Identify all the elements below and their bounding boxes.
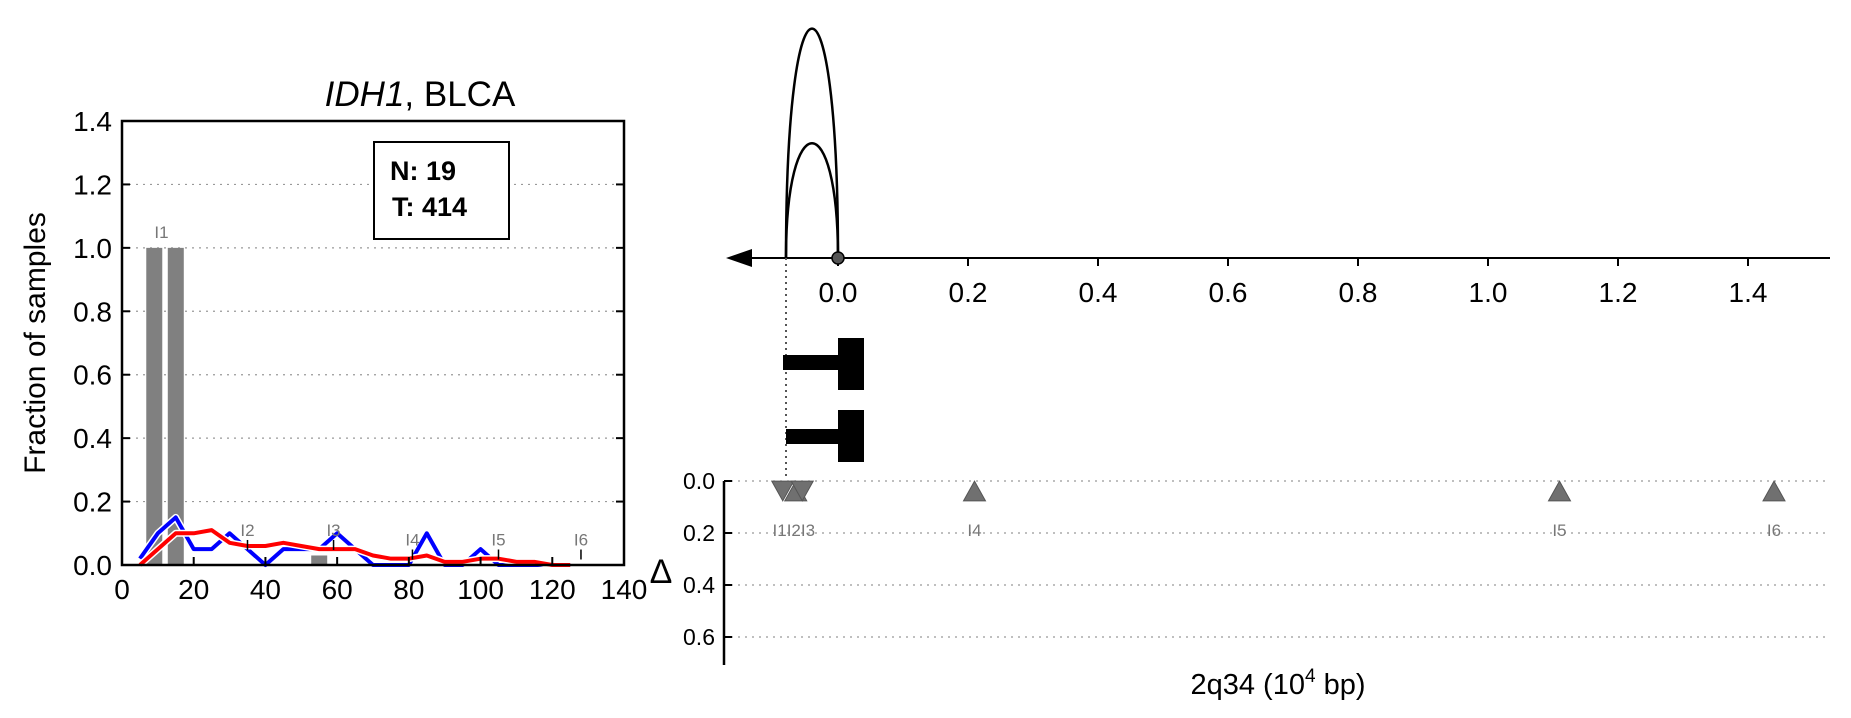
genomic-tick-label: 0.4: [1079, 277, 1118, 308]
anchor-point: [831, 251, 845, 265]
y-tick-label: 1.4: [73, 106, 112, 137]
y-tick-label: 0.8: [73, 296, 112, 327]
stats-box: [373, 141, 510, 240]
delta-label: I4: [967, 521, 981, 540]
left-plot-frame: [120, 119, 626, 567]
interaction-arcs: [784, 27, 845, 265]
delta-marker-i3: [790, 480, 815, 502]
stats-n-label: N: 19: [390, 156, 456, 186]
interval-label: I5: [491, 530, 505, 549]
genomic-tick-label: 1.0: [1469, 277, 1508, 308]
stats-t-label: T: 414: [392, 192, 467, 222]
delta-tick-label: 0.0: [683, 468, 715, 494]
interval-label: I6: [574, 530, 588, 549]
interaction-arc: [784, 142, 840, 259]
delta-axis-label: Δ: [650, 553, 673, 591]
delta-label: I6: [1767, 521, 1781, 540]
axis-arrow-icon: [726, 249, 752, 267]
delta-marker-i1: [770, 480, 795, 502]
y-tick-label: 1.2: [73, 169, 112, 200]
genomic-tick-label: 0.2: [949, 277, 988, 308]
left-series: [137, 513, 571, 569]
y-tick-label: 0.6: [73, 360, 112, 391]
left-y-ticks: 0.0 0.2 0.4 0.6 0.8 1.0 1.2 1.4: [73, 106, 624, 581]
bar: [146, 247, 163, 565]
delta-label-cluster: I1I2I3: [773, 521, 816, 540]
gene-body: [786, 429, 838, 444]
gene-track: [783, 258, 864, 478]
genomic-tick-label: 0.8: [1339, 277, 1378, 308]
gene-body: [783, 355, 838, 370]
interval-label: I3: [326, 521, 340, 540]
gene-promoter-block: [838, 338, 864, 390]
genomic-axis: 0.0 0.2 0.4 0.6 0.8 1.0 1.2 1.4: [726, 249, 1830, 308]
x-tick-label: 140: [601, 574, 648, 605]
interval-label: I2: [240, 521, 254, 540]
x-tick-label: 40: [250, 574, 281, 605]
delta-tick-label: 0.6: [683, 624, 715, 650]
bar: [311, 555, 328, 565]
left-panel: I1 I2 I3 I4 I5 I6 0.0 0.2 0.4 0.6 0.8 1.0 1.2 1.4 0 2…: [19, 75, 647, 605]
y-tick-label: 0.4: [73, 423, 112, 454]
genomic-tick-label: 1.4: [1729, 277, 1768, 308]
genomic-tick-label: 0.6: [1209, 277, 1248, 308]
x-tick-label: 120: [529, 574, 576, 605]
bar: [167, 247, 184, 565]
interval-label: I4: [405, 530, 419, 549]
delta-tick-label: 0.4: [683, 572, 715, 598]
gene-promoter-block: [838, 410, 864, 462]
right-x-axis-label: 2q34 (104 bp): [1190, 666, 1365, 701]
delta-label: I5: [1552, 521, 1566, 540]
y-tick-label: 0.2: [73, 487, 112, 518]
delta-marker-i4: [962, 480, 987, 502]
genomic-tick-label: 1.2: [1599, 277, 1638, 308]
y-tick-label: 0.0: [73, 550, 112, 581]
right-panel: 0.0 0.2 0.4 0.6 0.8 1.0 1.2 1.4 0.0 0.2 0.4 0.6 I1I…: [650, 27, 1830, 701]
x-tick-label: 0: [114, 574, 130, 605]
delta-tick-label: 0.2: [683, 520, 715, 546]
interval-label: I1: [154, 223, 168, 242]
left-title: IDH1, BLCA: [325, 75, 516, 114]
delta-marker-i6: [1762, 480, 1786, 502]
y-tick-label: 1.0: [73, 233, 112, 264]
x-tick-label: 80: [393, 574, 424, 605]
x-tick-label: 60: [322, 574, 353, 605]
left-bars: [146, 247, 328, 565]
interaction-arc: [784, 27, 840, 259]
left-x-ticks: 0 20 40 60 80 100 120 140: [114, 557, 647, 605]
x-tick-label: 20: [178, 574, 209, 605]
delta-marker-i5: [1547, 480, 1572, 502]
x-tick-label: 100: [457, 574, 504, 605]
left-interval-markers: I1 I2 I3 I4 I5 I6: [154, 223, 588, 560]
left-y-axis-label: Fraction of samples: [19, 212, 52, 474]
delta-panel: 0.0 0.2 0.4 0.6 I1I2I3 I4 I5 I6: [683, 468, 1830, 665]
genomic-tick-label: 0.0: [819, 277, 858, 308]
